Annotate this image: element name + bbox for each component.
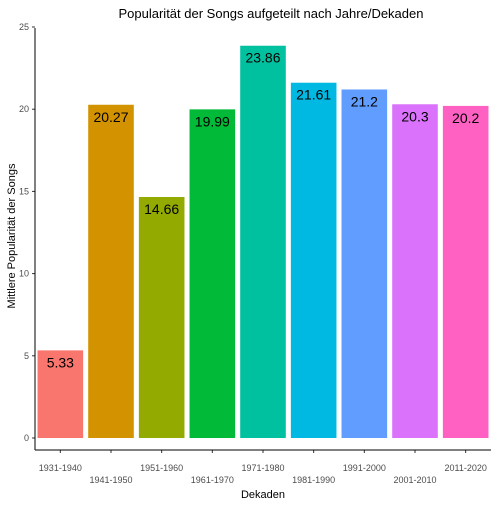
bar-value-label: 20.3 bbox=[401, 108, 428, 124]
bar-value-label: 21.61 bbox=[296, 87, 331, 103]
bar bbox=[291, 83, 337, 438]
y-tick-label: 15 bbox=[19, 186, 29, 196]
bars-group bbox=[38, 46, 489, 438]
y-tick-label: 25 bbox=[19, 22, 29, 32]
bar-value-label: 23.86 bbox=[245, 50, 280, 66]
bar bbox=[240, 46, 286, 438]
x-axis-ticks: 1931-1940 1941-1950 1951-1960 1961-1970 1971… bbox=[39, 450, 487, 485]
bar-value-label: 19.99 bbox=[195, 113, 230, 129]
bar-value-label: 5.33 bbox=[47, 354, 74, 370]
x-tick-label: 2011-2020 bbox=[444, 463, 486, 473]
x-tick-label: 1991-2000 bbox=[343, 463, 386, 473]
bar bbox=[392, 104, 438, 438]
y-tick-label: 20 bbox=[19, 104, 29, 114]
chart-title: Popularität der Songs aufgeteilt nach Ja… bbox=[119, 6, 424, 21]
y-tick-label: 0 bbox=[24, 433, 29, 443]
y-tick-label: 5 bbox=[24, 351, 29, 361]
x-tick-label: 1931-1940 bbox=[39, 463, 82, 473]
y-axis-title: Mittlere Popularität der Songs bbox=[6, 163, 18, 308]
bar-value-label: 20.2 bbox=[452, 110, 479, 126]
x-tick-label: 1941-1950 bbox=[89, 475, 132, 485]
x-axis-title: Dekaden bbox=[241, 489, 285, 501]
y-tick-label: 10 bbox=[19, 269, 29, 279]
x-tick-label: 1971-1980 bbox=[241, 463, 284, 473]
bar bbox=[190, 109, 236, 438]
x-tick-label: 1981-1990 bbox=[292, 475, 335, 485]
bar bbox=[443, 106, 489, 438]
y-axis-ticks: 0 5 10 15 20 25 bbox=[19, 22, 35, 443]
bar-value-label: 20.27 bbox=[93, 109, 128, 125]
x-tick-label: 1951-1960 bbox=[140, 463, 183, 473]
bar-value-label: 14.66 bbox=[144, 201, 179, 217]
bar-value-label: 21.2 bbox=[351, 93, 378, 109]
x-tick-label: 1961-1970 bbox=[191, 475, 234, 485]
bar bbox=[88, 105, 134, 438]
x-tick-label: 2001-2010 bbox=[393, 475, 436, 485]
bar bbox=[139, 197, 185, 438]
bar bbox=[342, 89, 388, 438]
